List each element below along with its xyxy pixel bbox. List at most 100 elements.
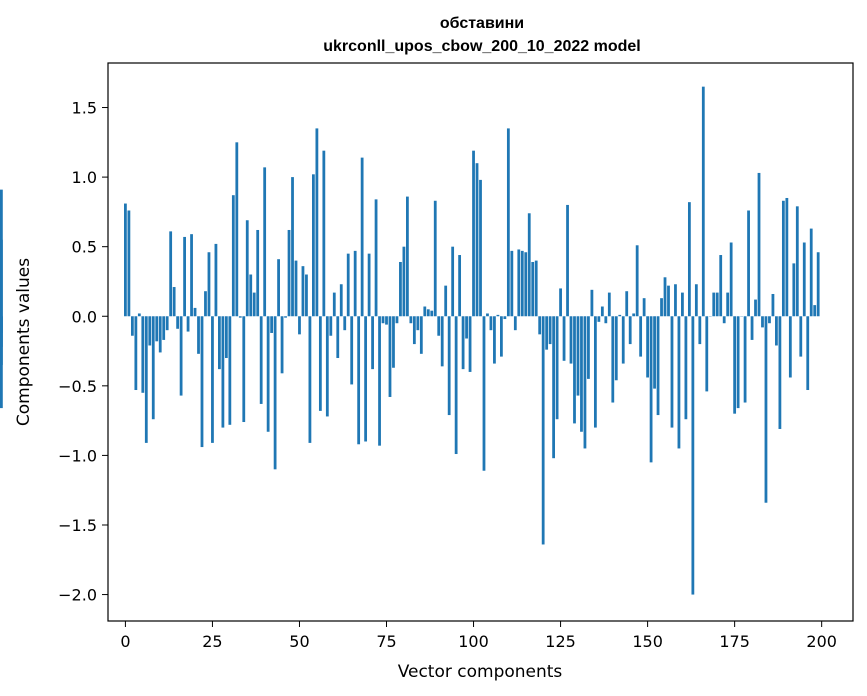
- bar-58: [325, 316, 329, 417]
- bar-126: [562, 316, 566, 361]
- bar-86: [423, 306, 427, 317]
- bar-184: [764, 316, 768, 503]
- x-tick-label: 150: [632, 632, 663, 651]
- bar-181: [754, 299, 757, 317]
- x-tick-label: 175: [719, 632, 750, 651]
- bar-56: [318, 316, 322, 411]
- bar-106: [493, 316, 496, 364]
- bar-59: [329, 316, 333, 336]
- bar-30: [228, 316, 232, 425]
- bar-74: [381, 316, 385, 324]
- bar-99: [468, 316, 472, 372]
- bar-122: [548, 316, 552, 345]
- bar-71: [371, 316, 374, 370]
- bar-146: [632, 313, 636, 317]
- bar-35: [245, 220, 249, 317]
- bar-111: [510, 250, 514, 317]
- bar-149: [642, 298, 646, 317]
- bar-45: [280, 316, 284, 374]
- bar-84: [416, 316, 420, 331]
- bar-110: [506, 128, 510, 317]
- bar-76: [388, 316, 392, 397]
- bar-85: [419, 316, 423, 354]
- x-tick-label: 0: [120, 632, 130, 651]
- bar-82: [409, 316, 413, 324]
- bar-17: [183, 236, 186, 317]
- bar-31: [231, 195, 235, 317]
- bar-115: [524, 252, 528, 317]
- y-tick-label: 0.0: [72, 307, 97, 326]
- bar-series: [0, 86, 820, 595]
- bar-27: [218, 316, 221, 370]
- bar-147: [635, 245, 639, 317]
- bar-117: [531, 261, 535, 317]
- bar-48: [291, 177, 294, 317]
- bar-11: [162, 316, 166, 340]
- bar-undefined: [0, 189, 3, 317]
- y-tick-label: −2.0: [58, 586, 97, 605]
- bar-28: [221, 316, 225, 428]
- x-tick-label: 75: [376, 632, 396, 651]
- bar-118: [534, 260, 538, 317]
- bar-124: [555, 316, 559, 420]
- bar-142: [618, 314, 622, 317]
- bar-145: [628, 316, 632, 345]
- bar-185: [768, 316, 771, 324]
- bar-96: [458, 255, 462, 317]
- bar-18: [186, 316, 190, 332]
- bar-81: [406, 196, 409, 317]
- bar-112: [513, 316, 517, 331]
- chart-title-line-1: обставини: [440, 15, 524, 32]
- bar-98: [465, 316, 468, 339]
- bar-189: [781, 200, 785, 317]
- bar-40: [263, 167, 267, 317]
- bar-78: [395, 316, 399, 324]
- bar-60: [332, 292, 336, 317]
- chart-title-line-2: ukrconll_upos_cbow_200_10_2022 model: [323, 38, 640, 55]
- bar-179: [747, 210, 750, 317]
- bar-188: [778, 316, 782, 429]
- x-tick-label: 125: [545, 632, 576, 651]
- bar-133: [587, 316, 590, 379]
- bar-116: [527, 213, 531, 317]
- bar-182: [757, 172, 761, 317]
- bar-79: [399, 261, 402, 317]
- bar-192: [792, 263, 796, 317]
- bar-6: [144, 316, 148, 443]
- bar-89: [433, 200, 437, 317]
- bar-152: [653, 316, 656, 389]
- bar-108: [500, 316, 503, 357]
- bar-105: [489, 316, 493, 331]
- bar-12: [165, 316, 169, 331]
- bar-63: [343, 316, 347, 331]
- bar-24: [207, 252, 211, 317]
- bar-193: [795, 206, 799, 317]
- bar-32: [235, 142, 239, 317]
- bar-65: [350, 316, 354, 385]
- y-tick-label: −1.0: [58, 446, 97, 465]
- bar-66: [353, 250, 357, 317]
- bar-140: [611, 316, 615, 403]
- x-tick-label: 200: [806, 632, 837, 651]
- bar-22: [200, 316, 204, 448]
- bar-51: [301, 266, 305, 317]
- bar-16: [179, 316, 183, 396]
- x-axis-title: Vector components: [398, 662, 563, 682]
- y-tick-label: 1.5: [72, 99, 97, 118]
- y-axis-title: Components values: [14, 258, 34, 426]
- bar-107: [496, 314, 500, 317]
- bar-187: [775, 316, 778, 346]
- bar-134: [590, 289, 594, 317]
- y-axis-ticks: −2.0 −1.5 −1.0 −0.5 0.0 0.5 1.0 1.5: [58, 99, 108, 605]
- y-tick-label: −1.5: [58, 516, 97, 535]
- bar-23: [204, 291, 207, 317]
- bar-183: [761, 316, 764, 328]
- y-tick-label: −0.5: [58, 377, 97, 396]
- bar-137: [600, 306, 604, 317]
- bar-144: [625, 291, 629, 317]
- bar-55: [315, 128, 319, 317]
- bar-95: [454, 316, 458, 455]
- bar-195: [802, 242, 806, 317]
